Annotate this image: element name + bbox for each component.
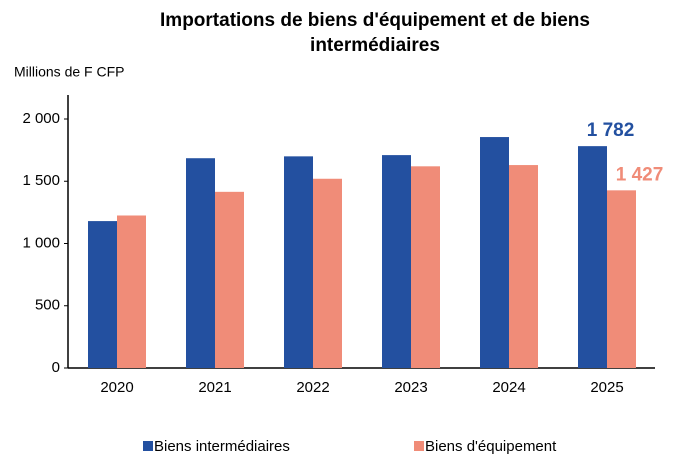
x-tick-label: 2023: [394, 379, 427, 396]
x-tick-label: 2022: [296, 379, 329, 396]
bar: [578, 146, 607, 368]
bar: [313, 178, 342, 368]
x-tick-label: 2025: [590, 379, 623, 396]
y-tick-label: 1 500: [22, 172, 60, 189]
y-axis-label: Millions de F CFP: [14, 64, 124, 80]
x-tick-label: 2021: [198, 379, 231, 396]
y-tick-label: 2 000: [22, 110, 60, 127]
value-label: 1 427: [616, 164, 664, 185]
bar: [186, 158, 215, 368]
legend-swatch: [414, 441, 424, 451]
bar: [480, 137, 509, 368]
x-tick-label: 2024: [492, 379, 525, 396]
bar: [117, 215, 146, 368]
bar: [509, 165, 538, 368]
y-tick-label: 0: [52, 359, 60, 376]
y-tick-label: 1 000: [22, 234, 60, 251]
legend-label: Biens intermédiaires: [154, 438, 290, 454]
legend-label: Biens d'équipement: [425, 438, 557, 454]
bar: [88, 221, 117, 368]
x-tick-label: 2020: [100, 379, 133, 396]
bar: [607, 190, 636, 368]
value-label: 1 782: [587, 120, 635, 141]
y-tick-label: 500: [35, 297, 60, 314]
bar: [215, 191, 244, 368]
bar: [411, 166, 440, 368]
chart-title: intermédiaires: [310, 35, 440, 56]
bar: [382, 155, 411, 368]
legend-swatch: [143, 441, 153, 451]
bar: [284, 156, 313, 368]
chart-title: Importations de biens d'équipement et de…: [160, 10, 590, 31]
